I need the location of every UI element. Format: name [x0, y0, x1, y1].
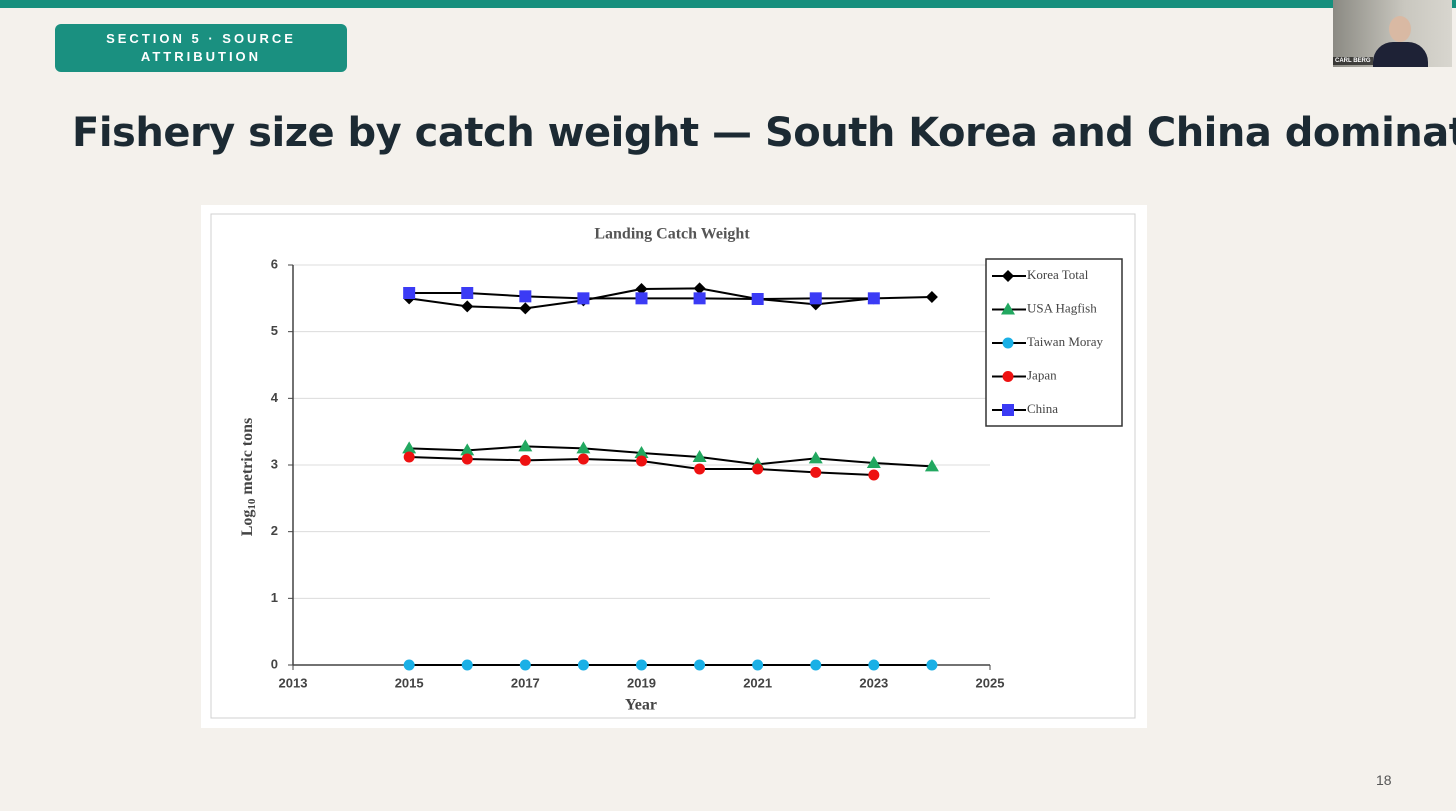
- marker: [577, 659, 589, 671]
- marker: [925, 291, 938, 303]
- legend-label: China: [1027, 401, 1058, 416]
- y-tick-label: 6: [271, 256, 278, 271]
- series-line: [409, 445, 932, 468]
- marker: [634, 446, 649, 458]
- marker: [403, 659, 415, 671]
- marker: [636, 455, 647, 467]
- legend-marker: [1002, 337, 1014, 349]
- marker: [868, 659, 880, 671]
- marker: [402, 441, 417, 454]
- marker: [519, 659, 531, 671]
- webcam-body: [1373, 42, 1428, 67]
- presenter-name: CARL BERG: [1333, 57, 1373, 65]
- marker: [693, 282, 706, 295]
- marker: [636, 659, 647, 671]
- legend-label: USA Hagfish: [1027, 300, 1097, 315]
- marker: [752, 659, 764, 671]
- marker: [577, 292, 590, 305]
- marker: [403, 287, 416, 299]
- marker: [810, 659, 822, 671]
- legend-label: Taiwan Moray: [1027, 334, 1103, 349]
- legend-marker: [1002, 270, 1014, 282]
- chart-title: Landing Catch Weight: [594, 226, 750, 243]
- marker: [693, 292, 706, 305]
- y-tick-label: 0: [271, 656, 278, 671]
- legend-label: Japan: [1027, 367, 1057, 382]
- webcam: CARL BERG: [1333, 0, 1452, 67]
- section-text: SECTION 5 · SOURCE ATTRIBUTION: [106, 31, 296, 64]
- marker: [461, 453, 473, 465]
- top-bar: [0, 0, 1456, 8]
- marker: [751, 293, 764, 305]
- legend-marker: [1002, 404, 1014, 416]
- marker: [752, 463, 764, 475]
- marker: [635, 283, 648, 295]
- slide-title: Fishery size by catch weight — South Kor…: [72, 110, 1456, 156]
- marker: [519, 454, 531, 466]
- x-tick-label: 2015: [395, 675, 424, 690]
- x-tick-label: 2023: [859, 675, 888, 690]
- marker: [461, 659, 473, 671]
- x-axis-label: Year: [625, 697, 657, 714]
- y-tick-label: 5: [271, 323, 278, 338]
- y-tick-label: 3: [271, 456, 278, 471]
- chart-border: [210, 213, 1136, 719]
- section-label: SECTION 5 · SOURCE ATTRIBUTION: [55, 24, 347, 72]
- marker: [635, 292, 648, 305]
- marker: [810, 466, 822, 478]
- x-tick-label: 2017: [511, 675, 540, 690]
- y-label-part: metric tons: [239, 418, 256, 499]
- legend-marker: [1001, 302, 1015, 315]
- marker: [692, 450, 707, 462]
- webcam-head: [1389, 16, 1411, 42]
- y-tick-label: 4: [271, 390, 279, 405]
- marker: [809, 292, 822, 305]
- marker: [403, 451, 415, 463]
- y-tick-label: 2: [271, 523, 278, 538]
- marker: [866, 456, 881, 468]
- marker: [461, 287, 474, 299]
- y-tick-label: 1: [271, 590, 278, 605]
- x-tick-label: 2021: [743, 675, 772, 690]
- marker: [461, 300, 474, 313]
- y-label-subscript: 10: [246, 498, 258, 510]
- marker: [519, 302, 532, 315]
- marker: [694, 463, 706, 475]
- marker: [867, 292, 880, 305]
- marker: [868, 469, 880, 481]
- x-tick-label: 2013: [279, 675, 308, 690]
- marker: [694, 659, 706, 671]
- marker: [808, 451, 823, 464]
- marker: [460, 443, 475, 456]
- legend-marker: [1002, 371, 1014, 382]
- page-number: 18: [1376, 772, 1392, 788]
- marker: [576, 441, 591, 454]
- y-axis-label: Log10 metric tons: [239, 418, 258, 537]
- y-label-part: Log: [239, 510, 256, 537]
- x-tick-label: 2019: [627, 675, 656, 690]
- legend-label: Korea Total: [1027, 267, 1089, 282]
- marker: [518, 439, 533, 452]
- marker: [924, 459, 939, 472]
- marker: [519, 290, 532, 303]
- marker: [926, 659, 938, 671]
- marker: [577, 453, 589, 465]
- x-tick-label: 2025: [976, 675, 1005, 690]
- series-line: [409, 287, 932, 310]
